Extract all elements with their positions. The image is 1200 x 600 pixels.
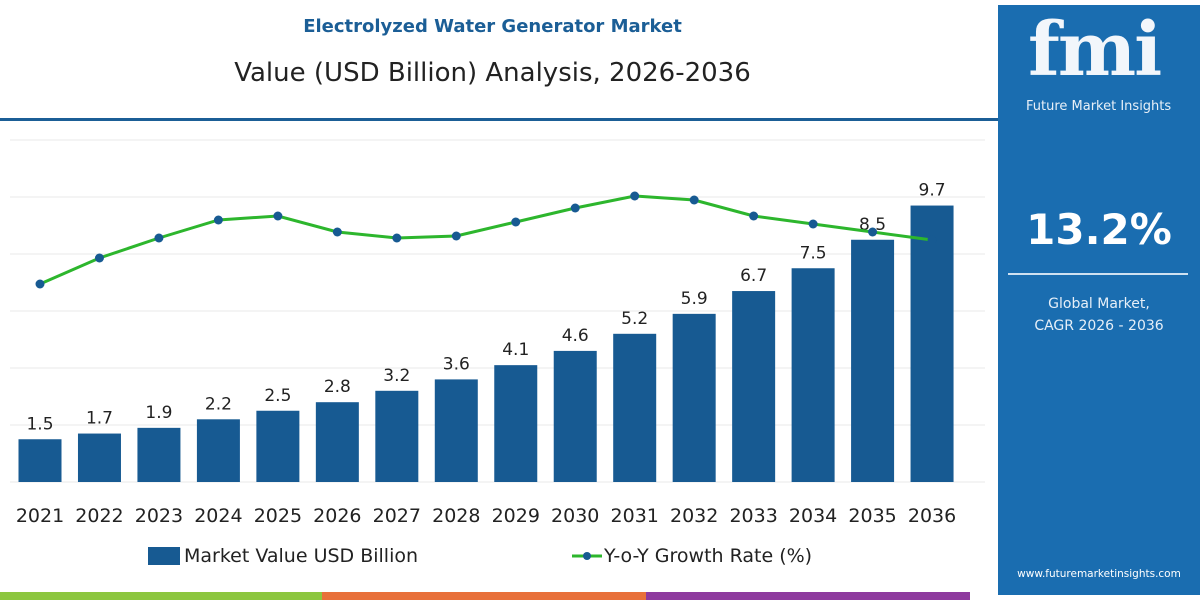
x-tick-label: 2029 <box>492 505 540 527</box>
bar <box>137 427 181 482</box>
growth-marker <box>749 211 759 221</box>
bar <box>732 291 776 482</box>
fmi-logo: fmi <box>1028 7 1162 93</box>
bar-label: 7.5 <box>800 243 827 263</box>
x-tick-label: 2033 <box>729 505 777 527</box>
bar <box>77 433 121 482</box>
x-tick-label: 2025 <box>254 505 302 527</box>
legend-line-swatch <box>572 552 602 560</box>
growth-marker <box>808 219 818 229</box>
growth-marker <box>570 203 580 213</box>
bar <box>375 390 419 482</box>
bar <box>553 350 597 482</box>
bar-label: 9.7 <box>919 181 946 201</box>
footer-strip-purple <box>646 592 970 600</box>
growth-marker <box>332 227 342 237</box>
bar <box>613 333 657 482</box>
bar <box>315 402 359 482</box>
x-tick-label: 2028 <box>432 505 480 527</box>
bar <box>851 239 895 482</box>
bar-label: 2.5 <box>264 386 291 406</box>
x-tick-label: 2027 <box>373 505 421 527</box>
x-tick-label: 2031 <box>611 505 659 527</box>
x-tick-label: 2024 <box>194 505 242 527</box>
x-tick-label: 2023 <box>135 505 183 527</box>
bar-label: 4.6 <box>562 326 589 346</box>
growth-marker <box>35 279 45 289</box>
bar <box>256 410 300 482</box>
footer-strip-green <box>0 592 322 600</box>
growth-marker <box>511 217 521 227</box>
website-link[interactable]: www.futuremarketinsights.com <box>1017 568 1181 580</box>
bar-label: 5.2 <box>621 309 648 329</box>
x-tick-label: 2026 <box>313 505 361 527</box>
bar <box>791 268 835 482</box>
legend-label: Market Value USD Billion <box>184 545 419 567</box>
bar-label: 6.7 <box>740 266 767 286</box>
legend-label: Y-o-Y Growth Rate (%) <box>604 545 813 567</box>
bar <box>910 205 954 483</box>
footer-strip-orange <box>322 592 646 600</box>
growth-marker <box>213 215 223 225</box>
legend-item-growth-rate: Y-o-Y Growth Rate (%) <box>572 545 812 567</box>
legend-bar-swatch <box>148 547 180 565</box>
growth-marker <box>94 253 104 263</box>
bar <box>672 313 716 482</box>
bar <box>494 365 538 482</box>
bar-label: 5.9 <box>681 289 708 309</box>
bar-label: 2.2 <box>205 394 232 414</box>
growth-marker <box>689 195 699 205</box>
cagr-value: 13.2% <box>1026 205 1172 254</box>
brand-panel: fmi Future Market Insights 13.2% Global … <box>998 5 1200 595</box>
x-tick-label: 2022 <box>75 505 123 527</box>
x-tick-label: 2030 <box>551 505 599 527</box>
growth-marker <box>630 191 640 201</box>
header-divider <box>0 118 998 121</box>
cagr-label-line2: CAGR 2026 - 2036 <box>1034 318 1164 334</box>
x-tick-label: 2021 <box>16 505 64 527</box>
bar <box>434 379 478 482</box>
bar-label: 1.7 <box>86 409 113 429</box>
growth-marker <box>927 235 937 245</box>
bar-label: 1.5 <box>26 414 53 434</box>
growth-marker <box>451 231 461 241</box>
x-tick-label: 2035 <box>848 505 896 527</box>
logo-subtitle: Future Market Insights <box>1026 99 1172 114</box>
chart-area: 1.5 2021 1.7 2022 1.9 2023 2.2 2024 2.5 2025 2.8 20… <box>10 139 985 527</box>
bar-label: 3.2 <box>383 366 410 386</box>
cagr-label: Global Market, CAGR 2026 - 2036 <box>998 293 1200 337</box>
cagr-label-line1: Global Market, <box>1048 296 1150 312</box>
growth-marker <box>868 227 878 237</box>
x-tick-label: 2036 <box>908 505 956 527</box>
bar-label: 4.1 <box>502 340 529 360</box>
x-tick-label: 2032 <box>670 505 718 527</box>
bar-label: 2.8 <box>324 377 351 397</box>
chart-subtitle: Value (USD Billion) Analysis, 2026-2036 <box>234 58 751 88</box>
bar-label: 3.6 <box>443 354 470 374</box>
growth-line <box>39 194 933 286</box>
panel-divider <box>1008 273 1188 275</box>
growth-marker <box>392 233 402 243</box>
x-tick-label: 2034 <box>789 505 837 527</box>
bar <box>196 419 240 482</box>
legend-item-market-value: Market Value USD Billion <box>148 545 418 567</box>
chart-title: Electrolyzed Water Generator Market <box>303 16 682 37</box>
growth-marker <box>154 233 164 243</box>
bar-label: 1.9 <box>145 403 172 423</box>
growth-marker <box>273 211 283 221</box>
bar <box>18 439 62 482</box>
